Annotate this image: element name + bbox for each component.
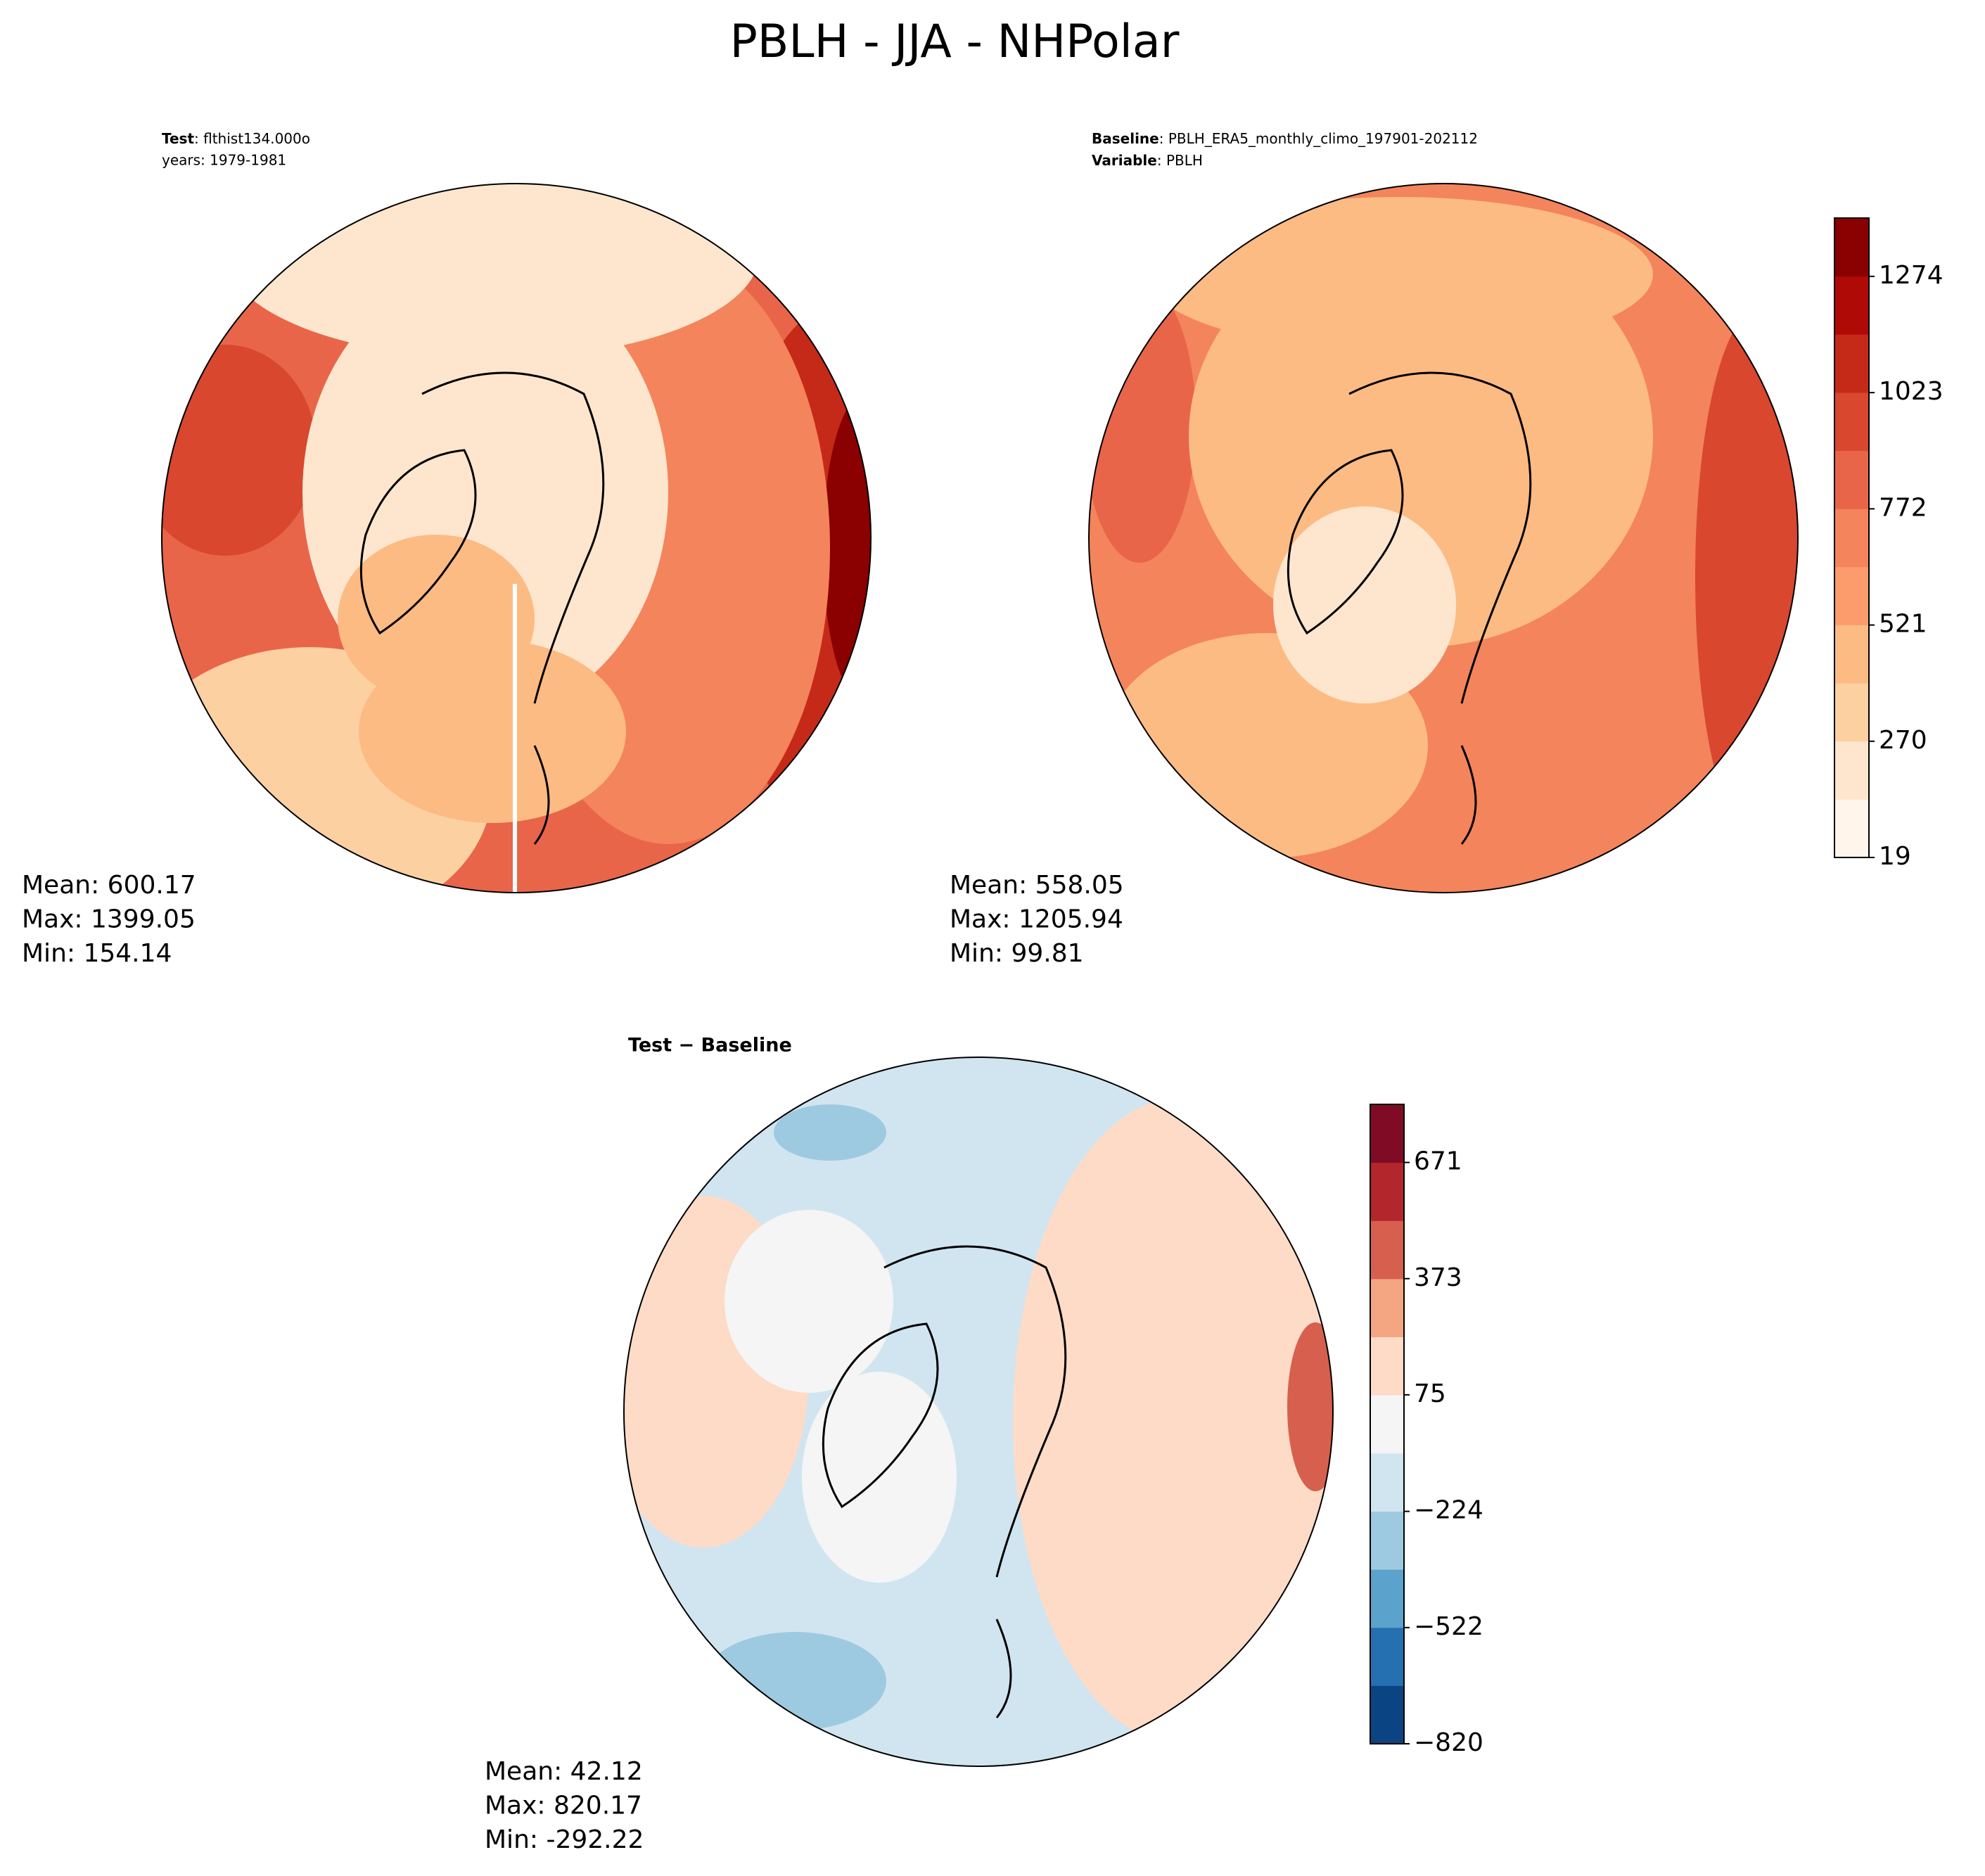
colorbar-band xyxy=(1370,1220,1404,1280)
colorbar-frame xyxy=(1834,217,1870,858)
panel-label: Baseline: PBLH_ERA5_monthly_climo_197901… xyxy=(1092,130,1478,147)
colorbar-band xyxy=(1370,1685,1404,1744)
map-border xyxy=(161,183,872,893)
panel-years: years: 1979-1981 xyxy=(162,152,286,169)
colorbar-tick-label: 1023 xyxy=(1879,377,1943,406)
colorbar-band xyxy=(1834,392,1869,452)
stat-text: Max: 1399.05 xyxy=(22,905,196,934)
panel-title: Test − Baseline xyxy=(628,1035,792,1057)
map-border xyxy=(1088,183,1799,893)
stat-text: Min: 99.81 xyxy=(950,939,1084,968)
colorbar-tick-label: 270 xyxy=(1879,726,1927,755)
colorbar-frame xyxy=(1370,1104,1405,1744)
colorbar-band xyxy=(1834,683,1869,742)
colorbar-tick-label: 671 xyxy=(1414,1147,1462,1176)
colorbar-tick-label: −522 xyxy=(1414,1612,1483,1641)
colorbar-band xyxy=(1370,1162,1404,1221)
stat-text: Mean: 600.17 xyxy=(22,871,196,900)
colorbar-band xyxy=(1370,1453,1404,1512)
stat-text: Mean: 558.05 xyxy=(950,871,1124,900)
colorbar-band xyxy=(1370,1104,1404,1163)
colorbar-band xyxy=(1834,218,1869,277)
map-border xyxy=(623,1057,1334,1767)
colorbar-tick-label: −224 xyxy=(1414,1496,1483,1525)
colorbar-tick-label: 19 xyxy=(1879,842,1911,871)
colorbar-band xyxy=(1834,566,1869,625)
map-test xyxy=(162,184,871,893)
colorbar-band xyxy=(1370,1569,1404,1628)
colorbar-band xyxy=(1834,625,1869,684)
colorbar-band xyxy=(1834,509,1869,568)
colorbar-band xyxy=(1834,799,1869,858)
colorbar-band xyxy=(1834,450,1869,509)
colorbar-band xyxy=(1834,741,1869,800)
colorbar-band xyxy=(1834,276,1869,335)
colorbar-band xyxy=(1370,1395,1404,1454)
colorbar-tick-label: −820 xyxy=(1414,1728,1483,1757)
colorbar-band xyxy=(1370,1511,1404,1570)
colorbar-band xyxy=(1370,1627,1404,1686)
stat-text: Max: 1205.94 xyxy=(950,905,1123,934)
map-difference xyxy=(624,1057,1333,1766)
colorbar-band xyxy=(1834,334,1869,393)
colorbar-tick-label: 373 xyxy=(1414,1263,1462,1292)
panel-label: Test: flthist134.000o xyxy=(162,130,310,147)
colorbar-tick-label: 1274 xyxy=(1879,261,1943,290)
panel-variable: Variable: PBLH xyxy=(1092,152,1203,169)
colorbar-tick-label: 75 xyxy=(1414,1379,1446,1408)
stat-text: Max: 820.17 xyxy=(485,1792,642,1820)
colorbar-band xyxy=(1370,1336,1404,1396)
stat-text: Min: 154.14 xyxy=(22,939,172,968)
figure-title: PBLH - JJA - NHPolar xyxy=(730,15,1180,68)
colorbar-band xyxy=(1370,1278,1404,1338)
colorbar-tick-label: 521 xyxy=(1879,610,1927,639)
colorbar-tick-label: 772 xyxy=(1879,493,1927,522)
stat-text: Mean: 42.12 xyxy=(485,1757,643,1786)
map-baseline xyxy=(1089,184,1798,893)
stat-text: Min: -292.22 xyxy=(485,1825,644,1854)
